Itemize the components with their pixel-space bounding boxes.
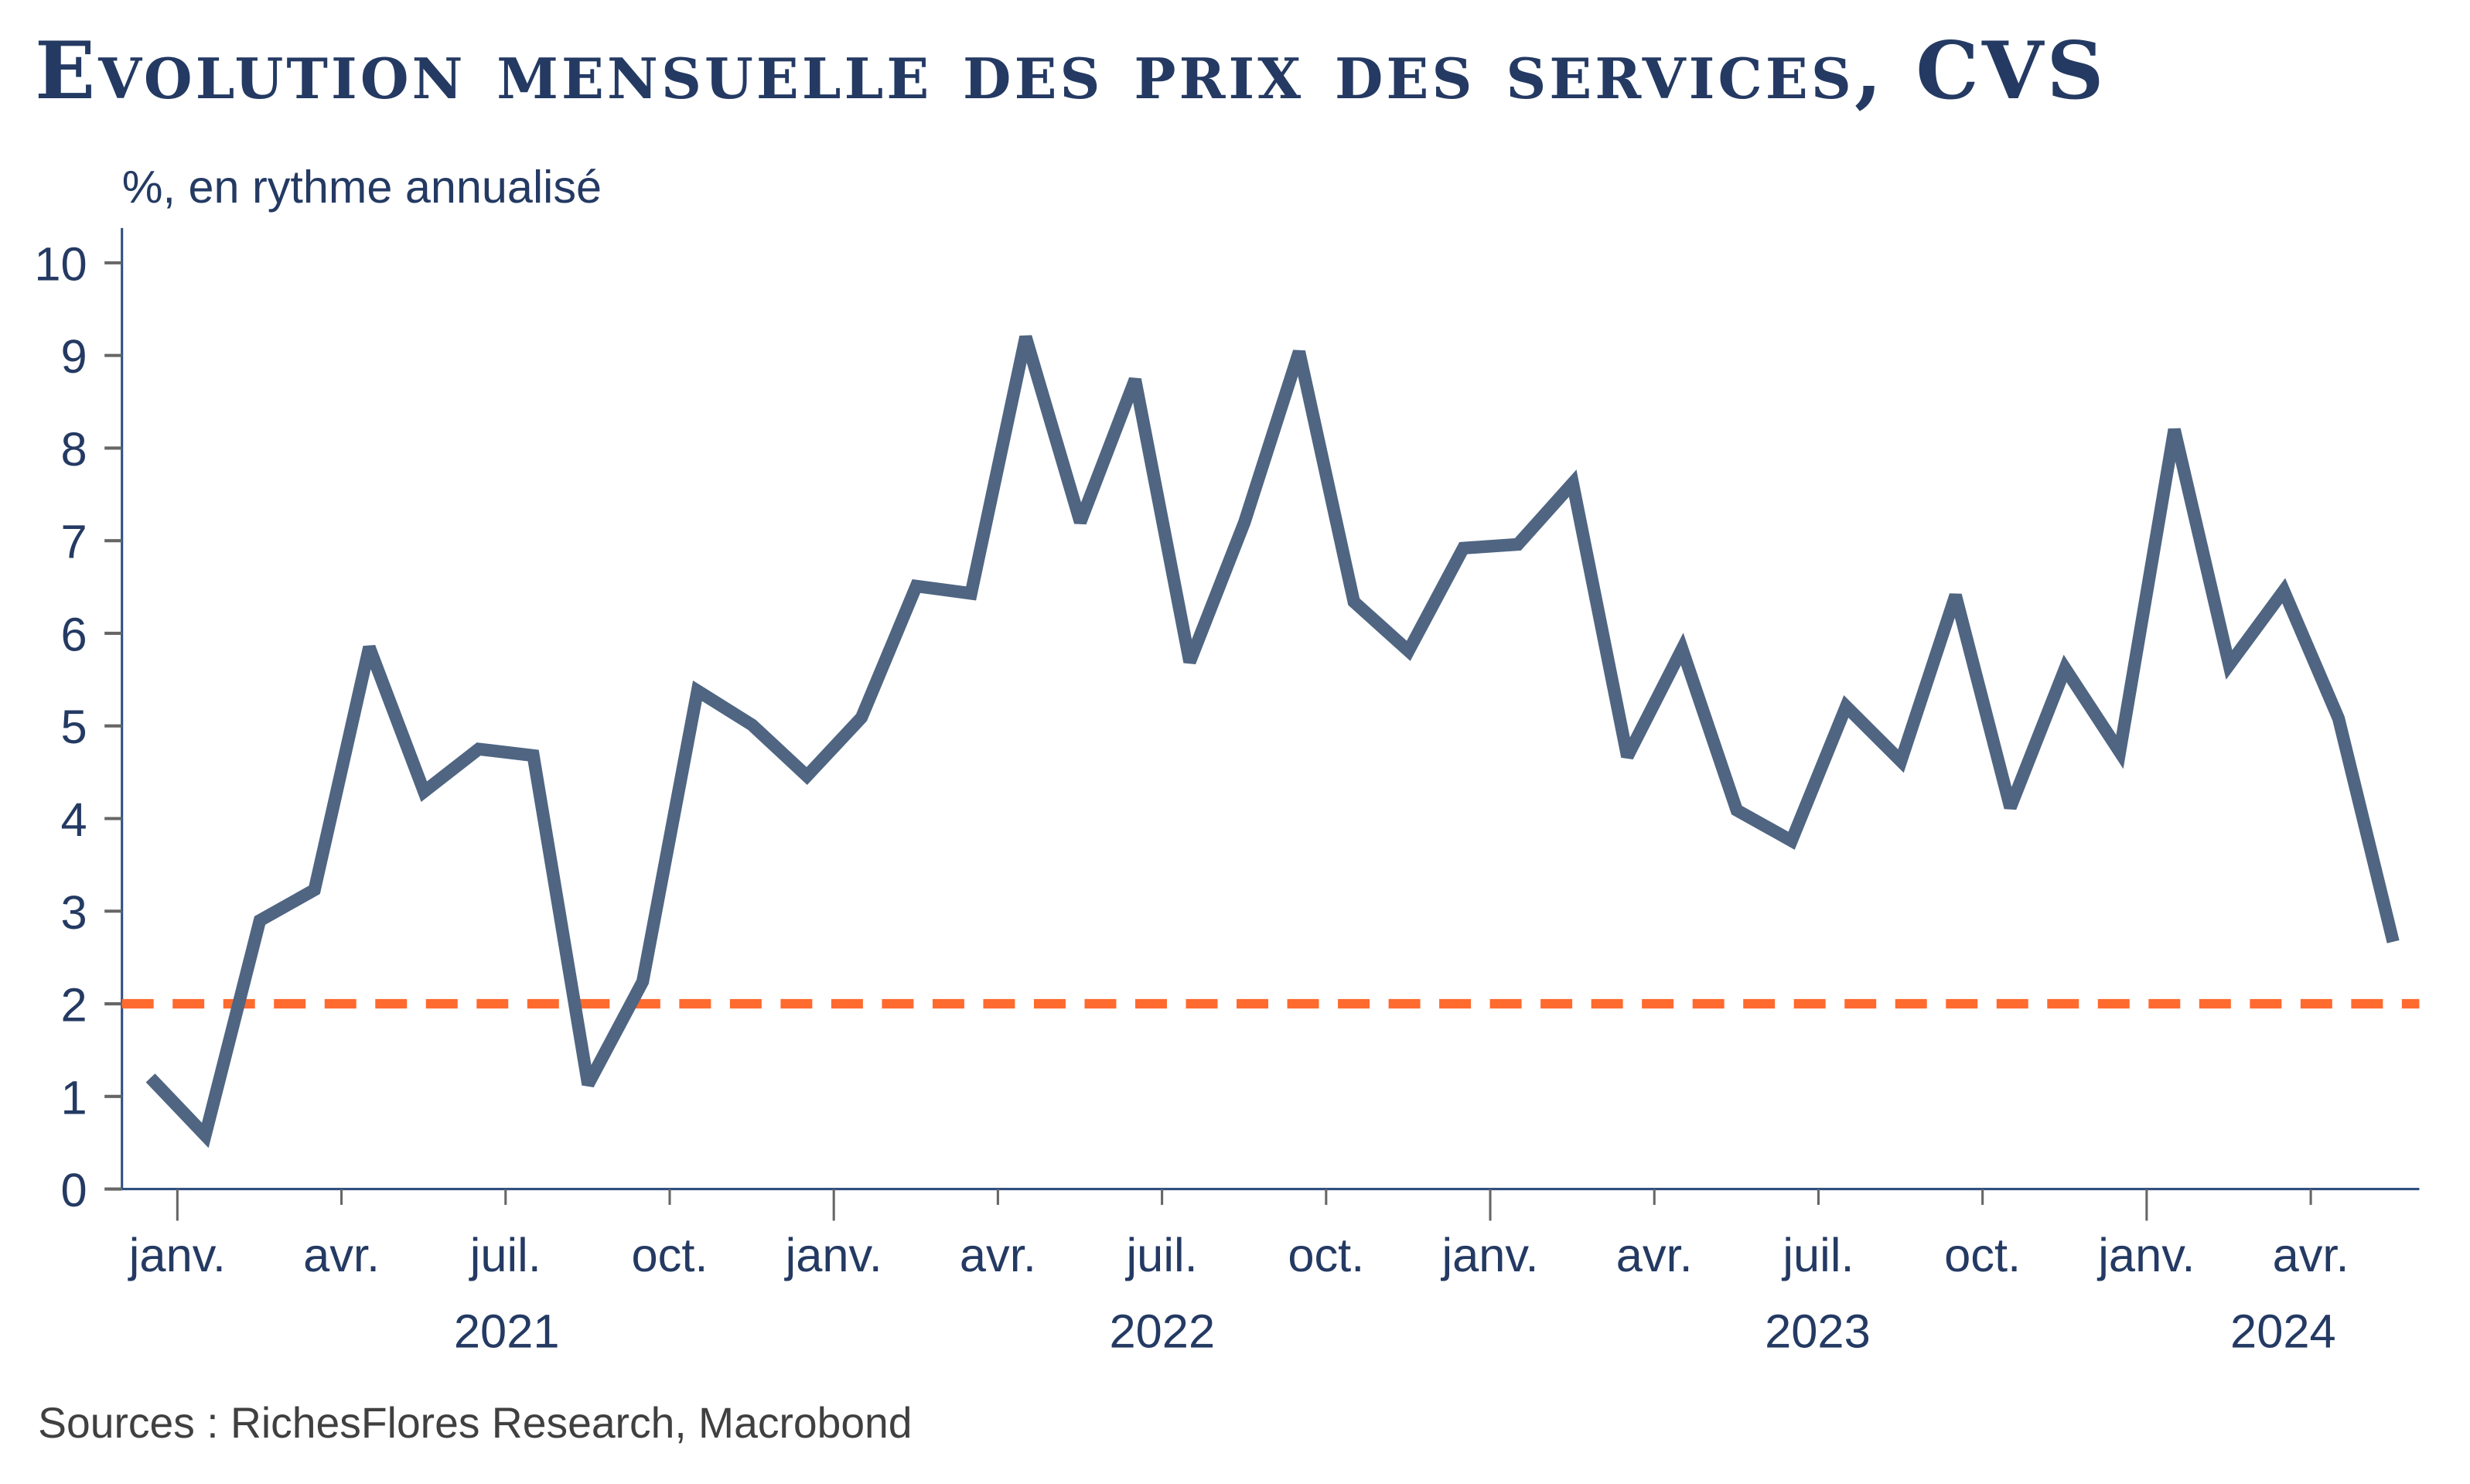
year-label: 2021 (454, 1305, 560, 1358)
x-tick-label: oct. (1288, 1229, 1364, 1282)
x-tick-label: avr. (2273, 1229, 2349, 1282)
y-tick-label: 8 (61, 423, 87, 476)
x-tick-label: avr. (303, 1229, 380, 1282)
x-tick-label: oct. (631, 1229, 708, 1282)
y-tick-label: 3 (61, 886, 87, 940)
y-tick-label: 9 (61, 330, 87, 384)
chart-title: Evolution mensuelle des prix des service… (35, 25, 2107, 118)
y-tick-label: 2 (61, 979, 87, 1032)
y-tick-label: 7 (61, 516, 87, 569)
y-tick-label: 6 (61, 608, 87, 661)
year-label: 2024 (2230, 1305, 2336, 1358)
x-tick-label: janv. (128, 1229, 226, 1282)
y-tick-label: 1 (61, 1071, 87, 1124)
year-label: 2022 (1110, 1305, 1216, 1358)
y-tick-label: 5 (61, 701, 87, 754)
x-tick-label: juil. (1125, 1229, 1198, 1282)
chart-source: Sources : RichesFlores Research, Macrobo… (38, 1399, 912, 1447)
y-tick-label: 0 (61, 1164, 87, 1217)
x-tick-label: janv. (784, 1229, 882, 1282)
chart-subtitle: %, en rythme annualisé (122, 161, 602, 213)
y-tick-label: 10 (34, 237, 87, 291)
x-tick-label: avr. (1616, 1229, 1693, 1282)
y-tick-label: 4 (61, 793, 87, 847)
x-tick-label: juil. (469, 1229, 541, 1282)
x-tick-label: juil. (1781, 1229, 1854, 1282)
x-tick-label: avr. (960, 1229, 1036, 1282)
x-tick-label: janv. (1440, 1229, 1538, 1282)
series-line (145, 335, 2400, 1148)
year-label: 2023 (1765, 1305, 1871, 1358)
x-tick-label: oct. (1944, 1229, 2021, 1282)
x-tick-label: janv. (2096, 1229, 2195, 1282)
